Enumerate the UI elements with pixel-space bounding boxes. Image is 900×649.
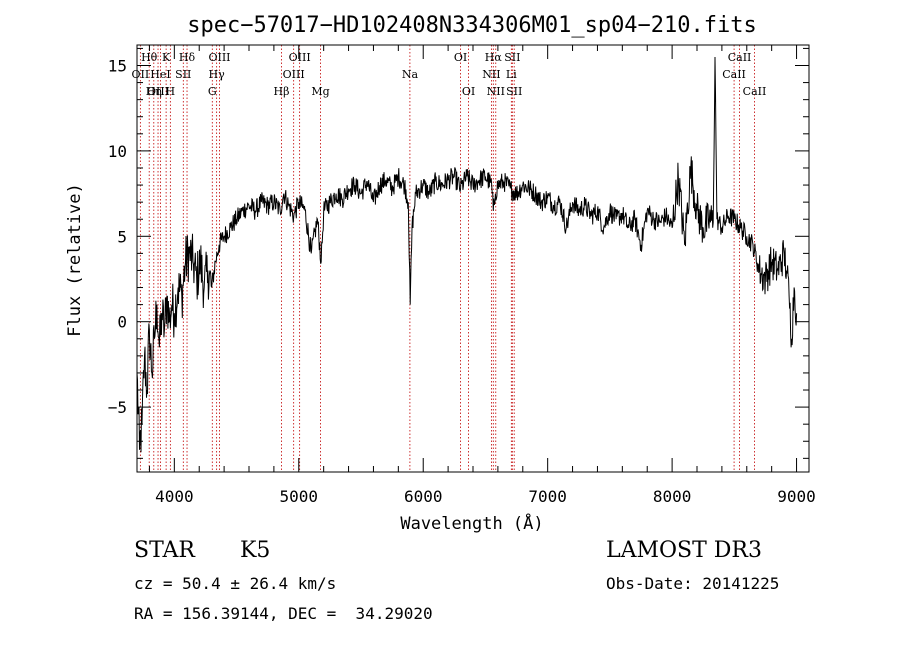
object-subclass: K5 [240,538,271,563]
x-tick-label-5: 9000 [777,487,816,506]
line-label-27: CaII [743,85,767,98]
spectral-line-labels: Hθ OII K OIII HeI Hη SII H Hδ OIII Hγ G OIII OIII Hβ Mg… [132,51,767,98]
line-label-4: HeI [150,68,170,81]
line-label-17: OI [454,51,467,64]
line-label-24: SII [506,85,522,98]
y-axis-ticks: −5 0 5 10 15 [108,47,809,459]
line-label-19: Hα [485,51,503,64]
line-label-2: K [162,51,171,64]
spectral-line-markers [139,45,755,472]
y-tick-label-0: −5 [108,398,127,417]
coordinates: RA = 156.39144, DEC = 34.29020 [134,604,433,623]
line-label-23: Li [506,68,517,81]
line-label-7: H [166,85,176,98]
y-tick-label-1: 0 [117,313,127,332]
line-label-21: NII [487,85,505,98]
line-label-6: SII [175,68,191,81]
line-label-5: Hη [146,85,162,98]
line-label-1: OII [132,68,150,81]
chart-title: spec−57017−HD102408N334306M01_sp04−210.f… [187,13,757,38]
line-label-13: OIII [283,68,305,81]
line-label-15: Mg [311,85,329,98]
axes [136,44,810,473]
object-class: STAR [134,538,195,563]
x-tick-label-0: 4000 [155,487,194,506]
line-label-9: OIII [208,51,230,64]
plot-frame [136,44,810,473]
line-label-0: Hθ [141,51,158,64]
observation-date: Obs-Date: 20141225 [606,574,780,593]
y-tick-label-2: 5 [117,227,127,246]
line-label-22: SII [504,51,520,64]
x-axis-label: Wavelength (Å) [400,512,543,534]
line-label-10: Hγ [209,68,226,81]
y-axis-label: Flux (relative) [65,183,85,337]
redshift-velocity: cz = 50.4 ± 26.4 km/s [134,574,337,593]
line-label-14: Hβ [274,85,290,98]
y-tick-label-4: 15 [108,56,127,75]
x-axis-ticks: 4000 5000 6000 7000 8000 9000 [148,45,816,506]
line-label-3: OIII [147,85,169,98]
spectrum-line [136,56,798,453]
line-label-16: Na [402,68,419,81]
line-label-12: OIII [289,51,311,64]
x-tick-label-3: 7000 [528,487,567,506]
line-label-25: CaII [728,51,752,64]
x-tick-label-4: 8000 [653,487,692,506]
line-label-11: G [208,85,217,98]
line-label-26: CaII [722,68,746,81]
line-label-8: Hδ [179,51,196,64]
line-label-18: OI [462,85,475,98]
survey-name: LAMOST DR3 [606,538,762,563]
x-tick-label-2: 6000 [404,487,443,506]
x-tick-label-1: 5000 [280,487,319,506]
line-label-20: NII [482,68,500,81]
y-tick-label-3: 10 [108,142,127,161]
